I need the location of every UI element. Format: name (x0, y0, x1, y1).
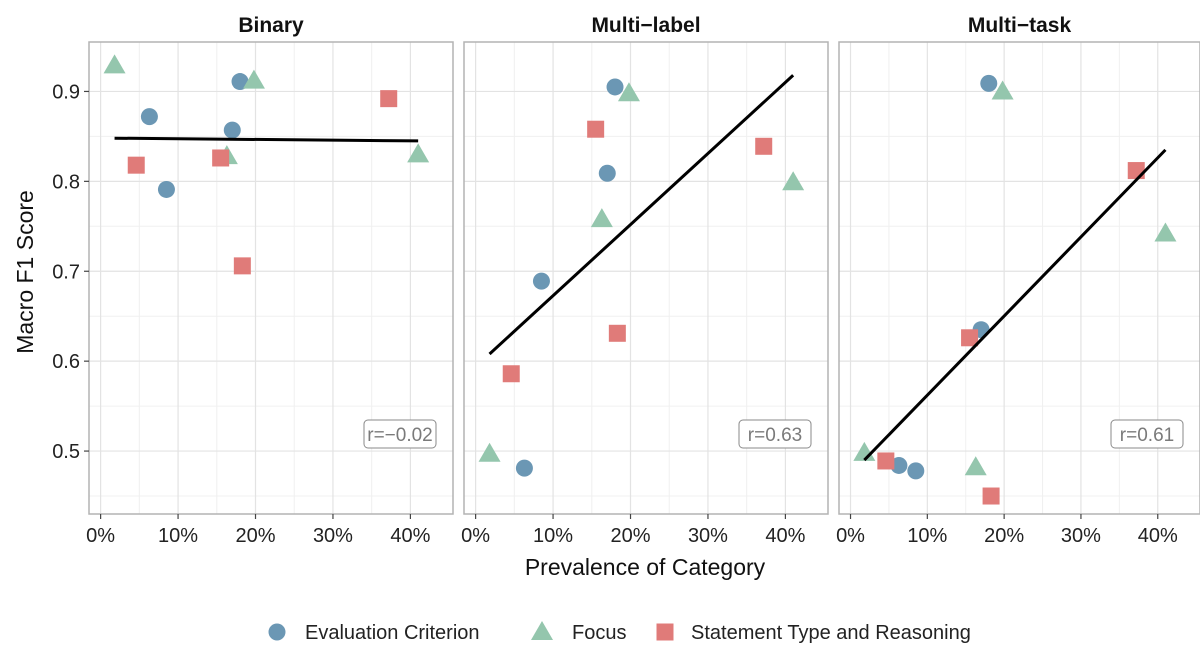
point-evaluation-criterion (532, 272, 550, 290)
point-evaluation-criterion (980, 74, 998, 92)
legend-key-statement-type-and-reasoning (656, 623, 674, 641)
y-tick-label: 0.5 (52, 441, 80, 463)
x-tick-label: 20% (610, 525, 650, 547)
point-evaluation-criterion (223, 121, 241, 139)
correlation-label: r=−0.02 (367, 425, 433, 446)
legend-key-evaluation-criterion (268, 623, 286, 641)
point-evaluation-criterion (606, 78, 624, 96)
x-axis-label: Prevalence of Category (525, 554, 766, 580)
panel-2: Multi−label 0% 10% 20% 30% 40% r=0.63 (461, 14, 829, 547)
legend-key-focus (531, 621, 553, 640)
y-tick-label: 0.9 (52, 81, 80, 103)
legend-label: Focus (572, 622, 626, 644)
point-statement-type-and-reasoning (502, 365, 520, 383)
x-tick-label: 30% (313, 525, 353, 547)
x-tick-label: 20% (235, 525, 275, 547)
panel-1: Binary 0% 10% 20% 30% 40% 0.5 0.6 0.7 0.8 0.9 r=−0.… (52, 14, 454, 547)
point-statement-type-and-reasoning (755, 137, 773, 155)
regression-line (488, 74, 795, 356)
point-focus (991, 80, 1014, 100)
point-focus (242, 69, 265, 89)
point-statement-type-and-reasoning (380, 90, 398, 108)
point-evaluation-criterion (157, 180, 175, 198)
legend-label: Statement Type and Reasoning (691, 622, 971, 644)
point-focus (478, 442, 501, 462)
point-evaluation-criterion (515, 459, 533, 477)
x-tick-label: 10% (533, 525, 573, 547)
point-evaluation-criterion (140, 108, 158, 126)
correlation-box (363, 419, 437, 449)
point-statement-type-and-reasoning (961, 329, 979, 347)
point-statement-type-and-reasoning (233, 257, 251, 275)
correlation-label: r=0.61 (1120, 425, 1174, 446)
correlation-box (1110, 419, 1184, 449)
point-evaluation-criterion (890, 456, 908, 474)
panel-title: Binary (238, 14, 304, 37)
point-focus (103, 54, 126, 74)
panel-border (463, 41, 829, 515)
x-tick-label: 30% (688, 525, 728, 547)
y-tick-label: 0.6 (52, 351, 80, 373)
point-focus (1154, 222, 1177, 242)
x-tick-label: 10% (158, 525, 198, 547)
x-tick-label: 40% (1138, 525, 1178, 547)
point-focus (617, 82, 640, 102)
y-tick-label: 0.8 (52, 171, 80, 193)
correlation-box (738, 419, 812, 449)
x-tick-label: 0% (461, 525, 490, 547)
y-axis-label: Macro F1 Score (12, 190, 38, 354)
panel-border (838, 41, 1200, 515)
point-statement-type-and-reasoning (587, 120, 605, 138)
x-tick-label: 0% (86, 525, 115, 547)
point-statement-type-and-reasoning (1127, 162, 1145, 180)
panel-border (88, 41, 454, 515)
point-evaluation-criterion (231, 73, 249, 91)
point-focus (782, 171, 805, 191)
x-tick-label: 0% (836, 525, 865, 547)
regression-line (863, 148, 1167, 462)
x-tick-label: 10% (907, 525, 947, 547)
x-tick-label: 40% (390, 525, 430, 547)
legend: Evaluation Criterion Focus Statement Type … (268, 621, 971, 644)
point-statement-type-and-reasoning (877, 452, 895, 470)
regression-line (114, 136, 419, 143)
point-statement-type-and-reasoning (608, 324, 626, 342)
x-tick-label: 40% (765, 525, 805, 547)
panel-title: Multi−task (968, 14, 1072, 37)
point-focus (590, 208, 613, 228)
point-statement-type-and-reasoning (212, 149, 230, 167)
x-tick-label: 30% (1061, 525, 1101, 547)
point-statement-type-and-reasoning (982, 487, 1000, 505)
point-evaluation-criterion (598, 164, 616, 182)
panel-title: Multi−label (591, 14, 700, 37)
point-evaluation-criterion (907, 462, 925, 480)
panel-3: Multi−task 0% 10% 20% 30% 40% r=0.61 (836, 14, 1200, 547)
legend-label: Evaluation Criterion (305, 622, 480, 644)
x-tick-label: 20% (984, 525, 1024, 547)
point-statement-type-and-reasoning (127, 156, 145, 174)
point-focus (964, 456, 987, 476)
point-focus (407, 143, 430, 163)
correlation-label: r=0.63 (748, 425, 802, 446)
y-tick-label: 0.7 (52, 261, 80, 283)
